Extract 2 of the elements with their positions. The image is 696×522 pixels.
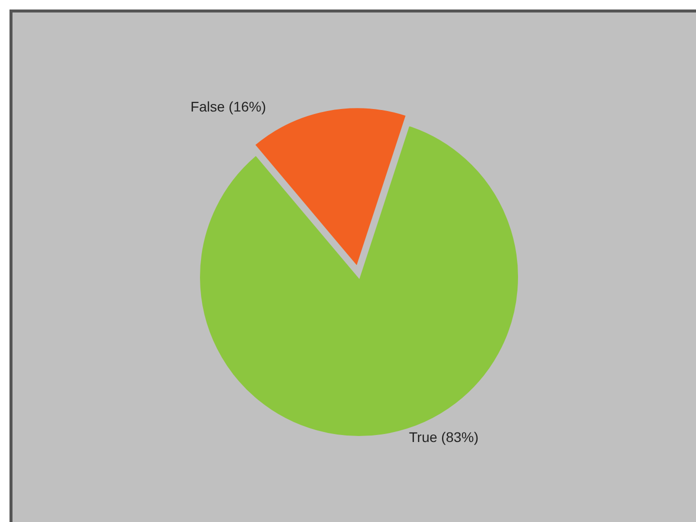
slice-label: False (16%) xyxy=(190,98,266,114)
slice-label: True (83%) xyxy=(409,429,479,445)
